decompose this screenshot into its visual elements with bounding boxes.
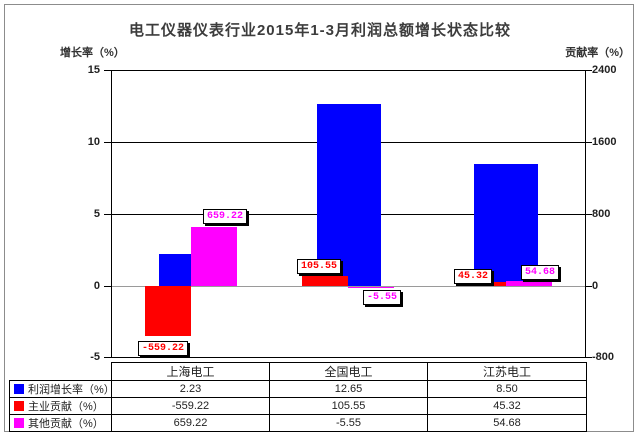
left-tick-label: 15 bbox=[87, 64, 100, 76]
bar-other-contrib-national bbox=[348, 287, 394, 288]
bar-main-contrib-jiangsu bbox=[460, 282, 506, 286]
data-table: 上海电工 全国电工 江苏电工 利润增长率（%） 2.23 12.65 8.50 bbox=[9, 362, 587, 432]
right-tick-label: -800 bbox=[592, 351, 615, 363]
table-row-other-contrib: 其他贡献（%） 659.22 -5.55 54.68 bbox=[9, 414, 587, 432]
table-row-main-contrib: 主业贡献（%） -559.22 105.55 45.32 bbox=[9, 397, 587, 415]
legend-item-profit-growth: 利润增长率（%） bbox=[9, 380, 112, 398]
table-cell: 105.55 bbox=[269, 397, 428, 415]
right-axis-tick bbox=[585, 214, 592, 215]
table-cell: 54.68 bbox=[427, 414, 587, 432]
bar-profit-growth-national bbox=[317, 104, 381, 286]
table-cell: 45.32 bbox=[427, 397, 587, 415]
table-cell: 659.22 bbox=[111, 414, 270, 432]
right-axis-tick bbox=[585, 357, 592, 358]
table-col-header-jiangsu: 江苏电工 bbox=[427, 362, 587, 381]
left-axis-tick bbox=[104, 142, 111, 143]
left-axis-tick bbox=[104, 214, 111, 215]
left-axis-tick bbox=[104, 286, 111, 287]
legend-item-other-contrib: 其他贡献（%） bbox=[9, 414, 112, 432]
right-axis-tick bbox=[585, 286, 592, 287]
left-axis-tick bbox=[104, 357, 111, 358]
bar-other-contrib-jiangsu bbox=[506, 281, 552, 286]
data-label-other-contrib-national: -5.55 bbox=[363, 290, 402, 305]
bar-main-contrib-national bbox=[302, 276, 348, 286]
right-axis-title: 贡献率（%） bbox=[565, 47, 630, 59]
table-row-profit-growth: 利润增长率（%） 2.23 12.65 8.50 bbox=[9, 380, 587, 398]
legend-swatch-other-contrib-icon bbox=[14, 418, 24, 428]
legend-item-main-contrib: 主业贡献（%） bbox=[9, 397, 112, 415]
data-label-main-contrib-national: 105.55 bbox=[297, 259, 342, 274]
right-axis-tick bbox=[585, 142, 592, 143]
legend-label-other-contrib: 其他贡献（%） bbox=[28, 418, 104, 430]
legend-swatch-main-contrib-icon bbox=[14, 401, 24, 411]
table-cell: 12.65 bbox=[269, 380, 428, 398]
table-corner-cell bbox=[10, 363, 112, 381]
chart-border bbox=[4, 4, 634, 432]
legend-swatch-profit-growth-icon bbox=[14, 384, 24, 394]
left-tick-label: 10 bbox=[87, 136, 100, 148]
left-tick-label: -5 bbox=[90, 351, 100, 363]
right-tick-label: 0 bbox=[592, 280, 599, 292]
table-col-header-national: 全国电工 bbox=[269, 362, 428, 381]
data-label-main-contrib-shanghai: -559.22 bbox=[138, 341, 189, 356]
table-header-row: 上海电工 全国电工 江苏电工 bbox=[10, 362, 587, 381]
table-cell: -5.55 bbox=[269, 414, 428, 432]
data-label-other-contrib-jiangsu: 54.68 bbox=[521, 265, 560, 280]
data-label-main-contrib-jiangsu: 45.32 bbox=[454, 269, 493, 284]
bar-main-contrib-shanghai bbox=[145, 286, 191, 336]
plot-area bbox=[111, 70, 586, 358]
right-tick-label: 800 bbox=[592, 208, 611, 220]
right-tick-label: 2400 bbox=[592, 64, 617, 76]
zero-gridline bbox=[112, 286, 585, 287]
right-tick-label: 1600 bbox=[592, 136, 617, 148]
legend-label-main-contrib: 主业贡献（%） bbox=[28, 401, 104, 413]
table-cell: 2.23 bbox=[111, 380, 270, 398]
left-axis-title: 增长率（%） bbox=[60, 47, 125, 59]
table-col-header-shanghai: 上海电工 bbox=[111, 362, 270, 381]
left-tick-label: 0 bbox=[93, 280, 100, 292]
legend-label-profit-growth: 利润增长率（%） bbox=[28, 384, 112, 396]
bar-other-contrib-shanghai bbox=[191, 227, 237, 286]
left-tick-label: 5 bbox=[93, 208, 100, 220]
chart-title: 电工仪器仪表行业2015年1-3月利润总额增长状态比较 bbox=[128, 22, 512, 39]
left-axis-tick bbox=[104, 70, 111, 71]
data-label-other-contrib-shanghai: 659.22 bbox=[203, 209, 248, 224]
table-cell: 8.50 bbox=[427, 380, 587, 398]
table-cell: -559.22 bbox=[111, 397, 270, 415]
right-axis-tick bbox=[585, 70, 592, 71]
